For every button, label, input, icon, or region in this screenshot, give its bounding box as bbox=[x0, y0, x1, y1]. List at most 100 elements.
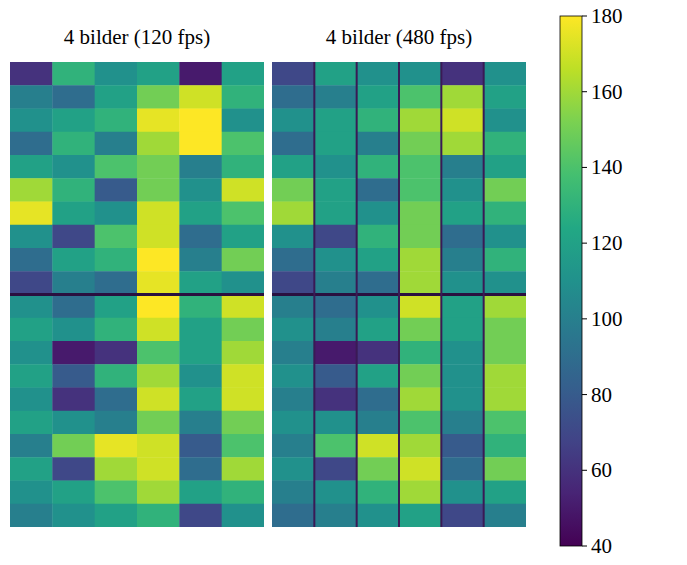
cell bbox=[137, 109, 180, 133]
cell bbox=[95, 225, 138, 249]
cell bbox=[52, 178, 95, 202]
tick bbox=[582, 546, 587, 547]
cell bbox=[95, 271, 138, 295]
cell bbox=[484, 132, 526, 156]
cell bbox=[137, 271, 180, 295]
cell bbox=[484, 364, 526, 388]
cell bbox=[357, 248, 400, 272]
busbar bbox=[398, 62, 400, 527]
cell bbox=[179, 155, 222, 179]
cell bbox=[484, 202, 526, 226]
cell bbox=[272, 202, 315, 226]
cell bbox=[95, 457, 138, 481]
cell bbox=[137, 318, 180, 342]
cell bbox=[137, 295, 180, 319]
cell bbox=[314, 248, 357, 272]
cell bbox=[399, 318, 442, 342]
cell bbox=[179, 295, 222, 319]
cell bbox=[399, 271, 442, 295]
cell bbox=[272, 271, 315, 295]
cell bbox=[222, 318, 264, 342]
cell bbox=[441, 132, 484, 156]
cell bbox=[52, 504, 95, 527]
cell bbox=[357, 388, 400, 412]
cell bbox=[314, 85, 357, 109]
cell bbox=[357, 62, 400, 86]
cell bbox=[179, 248, 222, 272]
cell bbox=[95, 202, 138, 226]
cell bbox=[95, 364, 138, 388]
cell bbox=[10, 109, 53, 133]
cell bbox=[272, 85, 315, 109]
heatmap bbox=[10, 62, 264, 527]
cell bbox=[179, 109, 222, 133]
cell bbox=[314, 341, 357, 365]
cell bbox=[95, 341, 138, 365]
cell bbox=[357, 202, 400, 226]
busbar bbox=[313, 62, 315, 527]
cell bbox=[52, 155, 95, 179]
cell bbox=[137, 225, 180, 249]
cell bbox=[357, 318, 400, 342]
cell bbox=[179, 457, 222, 481]
cell bbox=[10, 85, 53, 109]
tick bbox=[582, 167, 587, 168]
busbar bbox=[483, 62, 485, 527]
cell bbox=[441, 109, 484, 133]
cell bbox=[441, 388, 484, 412]
cell bbox=[222, 481, 264, 505]
cell bbox=[222, 248, 264, 272]
tick-label: 160 bbox=[591, 80, 623, 104]
cell bbox=[314, 434, 357, 458]
cell bbox=[179, 225, 222, 249]
cell bbox=[95, 411, 138, 435]
cell bbox=[399, 62, 442, 86]
tick-label: 180 bbox=[591, 4, 623, 28]
cell bbox=[399, 434, 442, 458]
cell bbox=[484, 225, 526, 249]
cell bbox=[357, 341, 400, 365]
cell bbox=[179, 202, 222, 226]
cell bbox=[10, 434, 53, 458]
cell bbox=[441, 434, 484, 458]
cell bbox=[272, 109, 315, 133]
cell bbox=[399, 364, 442, 388]
cell bbox=[52, 295, 95, 319]
cell bbox=[179, 434, 222, 458]
cell bbox=[222, 132, 264, 156]
cell bbox=[357, 364, 400, 388]
cell bbox=[441, 225, 484, 249]
cell bbox=[272, 341, 315, 365]
colorbar bbox=[560, 16, 582, 546]
cell bbox=[52, 202, 95, 226]
cell bbox=[272, 388, 315, 412]
cell bbox=[10, 504, 53, 527]
chart: 4 bilder (120 fps)4 bilder (480 fps)4060… bbox=[0, 0, 687, 565]
cell bbox=[357, 457, 400, 481]
cell bbox=[399, 388, 442, 412]
cell bbox=[10, 271, 53, 295]
cell bbox=[441, 248, 484, 272]
cell bbox=[272, 504, 315, 527]
cell bbox=[222, 295, 264, 319]
cell bbox=[441, 85, 484, 109]
cell bbox=[484, 341, 526, 365]
tick-label: 40 bbox=[591, 534, 612, 558]
cell bbox=[222, 271, 264, 295]
cell bbox=[441, 271, 484, 295]
cell bbox=[137, 457, 180, 481]
cell bbox=[484, 155, 526, 179]
cell bbox=[137, 202, 180, 226]
cell bbox=[179, 85, 222, 109]
cell bbox=[272, 364, 315, 388]
cell bbox=[441, 341, 484, 365]
tick-label: 80 bbox=[591, 383, 612, 407]
cell bbox=[52, 457, 95, 481]
cell bbox=[357, 178, 400, 202]
cell bbox=[484, 109, 526, 133]
cell bbox=[179, 178, 222, 202]
cell bbox=[222, 202, 264, 226]
cell bbox=[357, 109, 400, 133]
cell bbox=[272, 248, 315, 272]
cell bbox=[272, 132, 315, 156]
